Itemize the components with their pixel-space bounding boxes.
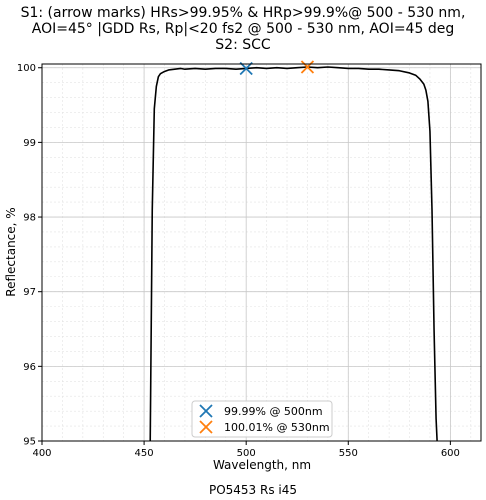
minor-grid <box>41 64 481 442</box>
data-marker <box>300 60 315 74</box>
x-tick-label: 400 <box>32 448 51 459</box>
legend-marker-icon <box>199 420 213 434</box>
plot-area-frame <box>41 63 482 442</box>
chart-title-line-2: AOI=45° |GDD Rs, Rp|<20 fs2 @ 500 - 530 … <box>32 21 454 37</box>
x-tick-label: 550 <box>339 448 358 459</box>
chart-title-line-3: S2: SCC <box>215 37 271 53</box>
x-axis-label: Wavelength, nm <box>213 458 311 472</box>
x-tick-label: 600 <box>441 448 460 459</box>
y-axis-label: Reflectance, % <box>4 207 18 296</box>
series-line <box>149 66 438 442</box>
footer-caption: PO5453 Rs i45 <box>209 483 297 497</box>
y-axis-ticks: 95 96 97 98 99 100 <box>17 63 42 448</box>
x-tick-label: 450 <box>135 448 154 459</box>
chart-title-line-1: S1: (arrow marks) HRs>99.95% & HRp>99.9%… <box>21 5 466 21</box>
y-tick-label: 99 <box>23 138 36 149</box>
y-tick-label: 96 <box>23 362 36 373</box>
legend-marker-icon <box>199 404 213 418</box>
y-tick-label: 97 <box>23 287 36 298</box>
y-tick-label: 95 <box>23 437 36 448</box>
series-layer <box>149 66 438 442</box>
legend-item-label: 99.99% @ 500nm <box>224 405 323 418</box>
legend: 99.99% @ 500nm 100.01% @ 530nm <box>191 400 333 438</box>
legend-box <box>191 400 333 438</box>
x-axis-ticks: 400 450 500 550 600 <box>32 441 460 459</box>
y-tick-label: 100 <box>17 63 36 74</box>
legend-item-label: 100.01% @ 530nm <box>224 421 330 434</box>
x-tick-label: 500 <box>237 448 256 459</box>
major-grid <box>41 64 481 442</box>
y-tick-label: 98 <box>23 213 36 224</box>
